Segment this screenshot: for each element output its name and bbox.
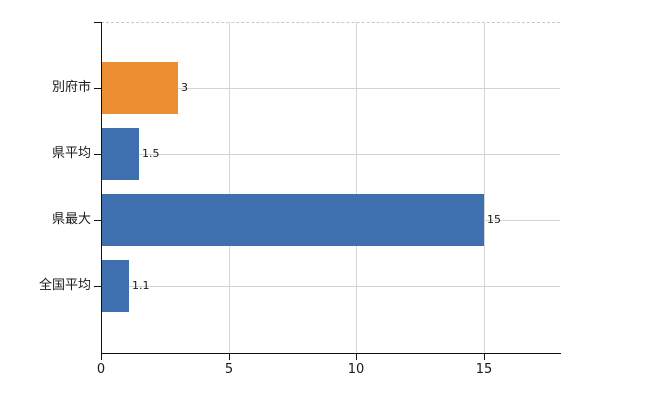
x-tick-label: 15 [475, 362, 493, 377]
category-label: 別府市 [51, 80, 91, 95]
category-label: 県最大 [51, 212, 91, 227]
x-tick-label: 10 [347, 362, 365, 377]
category-label: 県平均 [51, 146, 91, 161]
x-axis-tick [229, 354, 230, 360]
y-axis-tick [94, 286, 101, 287]
bar-1 [101, 128, 139, 180]
value-label: 3 [181, 81, 188, 94]
value-label: 1.1 [132, 279, 150, 292]
x-axis-tick [101, 354, 102, 360]
gridline-x-10 [356, 22, 357, 353]
bar-0 [101, 62, 178, 114]
y-axis-tick [94, 88, 101, 89]
gridline-y [101, 286, 560, 287]
y-axis-line [101, 22, 102, 354]
x-tick-label: 0 [96, 362, 106, 377]
x-axis-line [101, 353, 561, 354]
x-axis-tick [356, 354, 357, 360]
x-axis-tick [484, 354, 485, 360]
y-axis-tick [94, 154, 101, 155]
gridline-x-5 [229, 22, 230, 353]
x-tick-label: 5 [224, 362, 234, 377]
value-label: 1.5 [142, 147, 160, 160]
bar-2 [101, 194, 484, 246]
plot-area: 3 1.5 15 1.1 [101, 22, 560, 353]
y-axis-tick [94, 220, 101, 221]
y-axis-tick-top [94, 22, 101, 23]
bar-3 [101, 260, 129, 312]
gridline-y [101, 88, 560, 89]
gridline-x-15 [484, 22, 485, 353]
gridline-y [101, 154, 560, 155]
value-label: 15 [487, 213, 501, 226]
plot-top-border [101, 22, 560, 23]
category-label: 全国平均 [38, 278, 91, 293]
